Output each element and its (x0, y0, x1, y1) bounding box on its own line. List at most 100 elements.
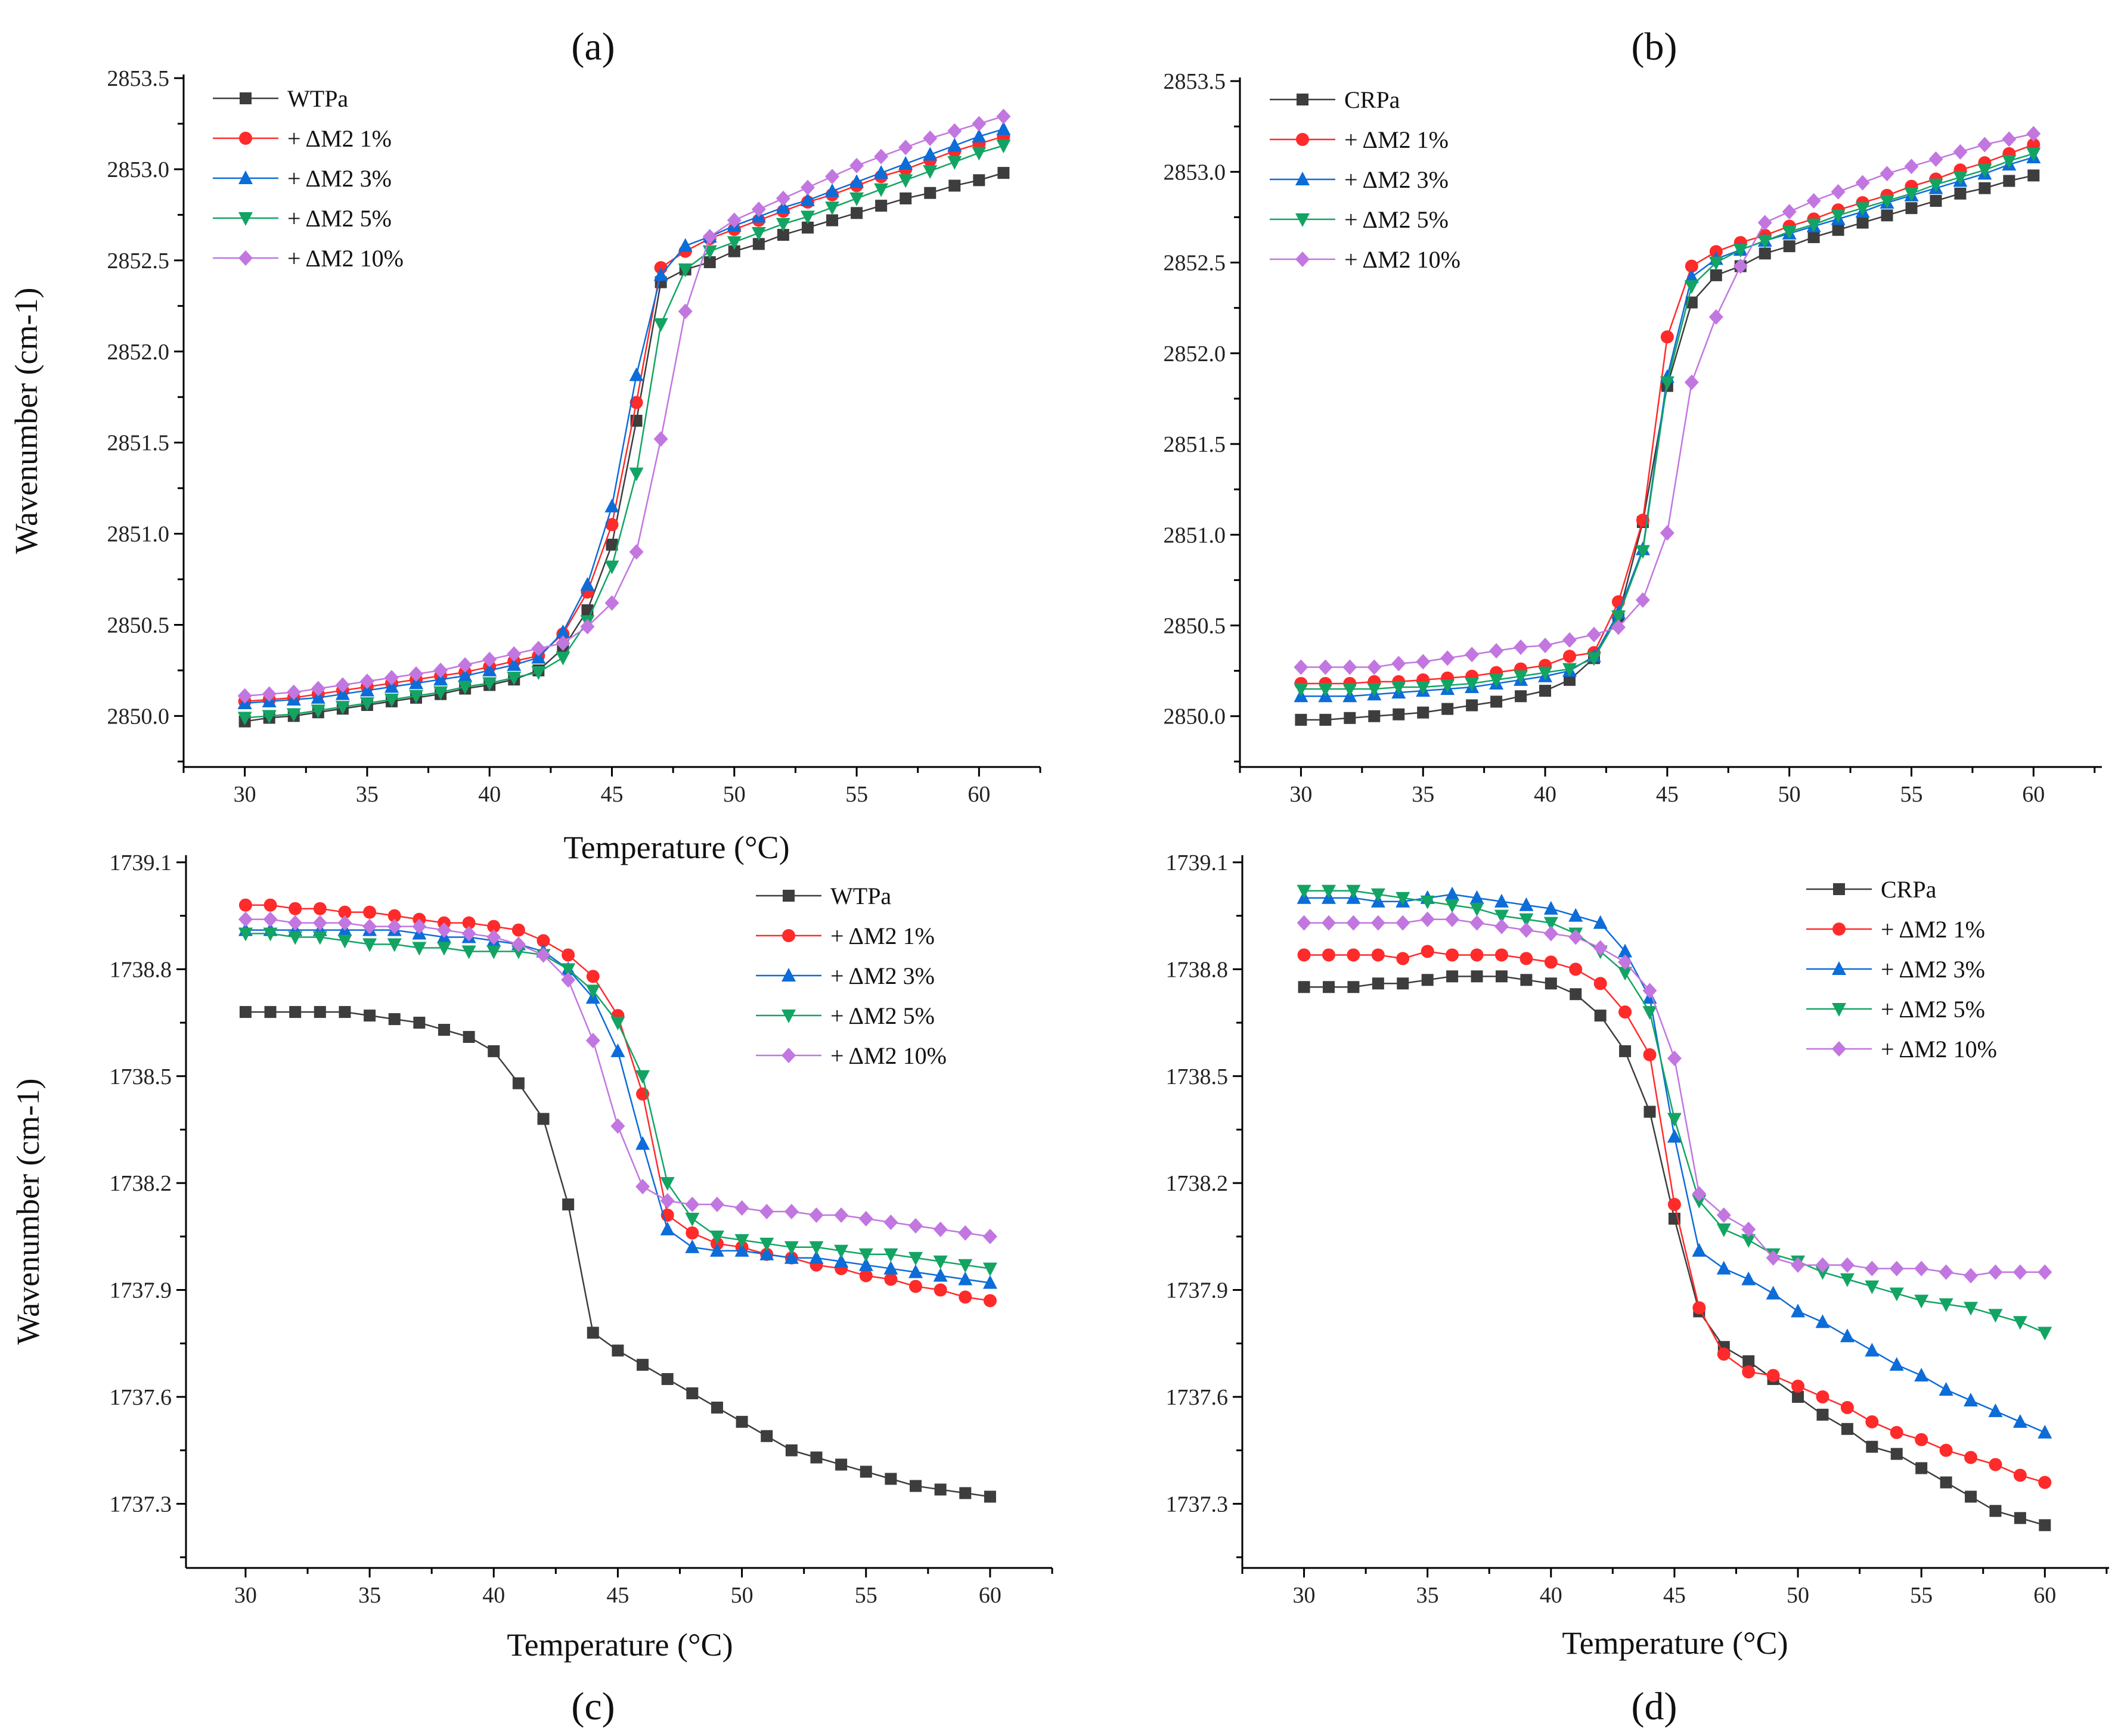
data-point (1733, 258, 1748, 274)
data-point (384, 670, 399, 686)
data-point (924, 187, 936, 199)
data-point (1806, 193, 1821, 209)
data-point (933, 1268, 948, 1282)
data-point (433, 662, 448, 678)
legend-label: + ΔM2 10% (287, 245, 404, 272)
data-point (1741, 1271, 1756, 1285)
data-point (264, 1006, 277, 1018)
legend-marker-square-icon (1833, 883, 1845, 895)
data-point (1977, 136, 1992, 153)
data-point (1742, 1365, 1756, 1379)
y-tick-label: 2853.0 (1164, 160, 1226, 185)
series-diamond (1297, 911, 2052, 1284)
x-tick-label: 35 (358, 1583, 381, 1608)
legend-marker-triangle-up-icon (1832, 961, 1846, 975)
data-point (286, 708, 301, 722)
data-point (1953, 171, 1968, 185)
data-point (958, 1259, 973, 1273)
data-point (531, 666, 546, 680)
y-tick-label: 2851.5 (1164, 432, 1226, 457)
data-point (948, 179, 961, 192)
data-point (761, 1430, 773, 1442)
data-point (362, 918, 377, 934)
data-point (1297, 915, 1311, 931)
legend-marker-triangle-down-icon (238, 212, 253, 226)
data-point (734, 1243, 749, 1257)
data-point (1514, 639, 1528, 656)
data-point (580, 619, 595, 635)
data-point (1642, 983, 1657, 999)
data-point (1618, 1005, 1632, 1019)
data-point (337, 915, 352, 931)
series-line (1301, 156, 2034, 697)
y-tick-label: 1738.5 (110, 1064, 172, 1089)
data-point (1716, 1260, 1731, 1275)
data-point (1806, 218, 1821, 232)
data-point (1964, 1451, 1978, 1464)
data-point (751, 201, 766, 218)
data-point (511, 945, 526, 959)
data-point (809, 1241, 824, 1255)
series-triangle-down (1294, 147, 2041, 697)
x-tick-label: 30 (1293, 1583, 1316, 1608)
data-point (1319, 713, 1332, 726)
chart-panel-b: 30 35 40 45 50 55 60 2850.0 2850.5 2851.0 2851.5 28… (1164, 25, 2102, 807)
data-point (556, 624, 570, 638)
y-tick-label: 1737.3 (1166, 1492, 1229, 1517)
data-point (686, 1387, 699, 1399)
legend-marker-diamond-icon (782, 1048, 796, 1063)
data-point (1618, 954, 1633, 970)
data-point (1684, 269, 1699, 283)
data-point (1742, 1355, 1755, 1368)
data-point (387, 909, 401, 923)
data-point (800, 179, 815, 195)
x-tick-label: 60 (2033, 1583, 2056, 1608)
legend-marker-triangle-up-icon (1295, 172, 1310, 185)
data-point (561, 963, 576, 977)
data-point (1807, 231, 1820, 243)
data-point (1416, 681, 1431, 695)
data-point (2038, 1327, 2052, 1341)
data-point (314, 1006, 326, 1018)
y-tick-label: 1738.2 (1166, 1171, 1229, 1196)
data-point (537, 1113, 550, 1125)
legend-label: + ΔM2 3% (1344, 166, 1449, 193)
data-point (923, 131, 938, 147)
data-point (1371, 948, 1385, 962)
data-point (1880, 195, 1894, 209)
data-point (387, 938, 402, 952)
legend-label: + ΔM2 3% (1881, 956, 1985, 983)
data-point (335, 686, 350, 700)
data-point (384, 679, 399, 693)
x-tick-label: 50 (723, 782, 746, 807)
data-point (586, 970, 600, 983)
data-point (2014, 1512, 2026, 1524)
data-point (1964, 1302, 1979, 1316)
data-point (1562, 632, 1577, 648)
data-point (1298, 981, 1310, 993)
legend-marker-circle-icon (782, 929, 795, 942)
data-point (359, 682, 374, 697)
data-point (851, 207, 863, 219)
y-tick-label: 2853.5 (1164, 69, 1226, 94)
data-point (959, 1290, 972, 1304)
data-point (934, 1483, 947, 1496)
data-point (685, 1197, 700, 1213)
data-point (947, 123, 962, 139)
data-point (810, 1451, 823, 1464)
data-point (2003, 175, 2015, 187)
legend-label: WTPa (287, 85, 348, 112)
data-point (238, 911, 253, 927)
data-point (580, 577, 595, 591)
data-point (776, 200, 790, 214)
data-point (1684, 280, 1699, 294)
x-tick-label: 40 (1540, 1583, 1562, 1608)
data-point (556, 651, 570, 666)
data-point (1586, 652, 1601, 666)
data-point (1988, 1309, 2003, 1323)
data-point (1989, 1458, 2002, 1471)
data-point (972, 116, 987, 132)
data-point (1988, 1403, 2003, 1417)
data-point (388, 1013, 401, 1026)
